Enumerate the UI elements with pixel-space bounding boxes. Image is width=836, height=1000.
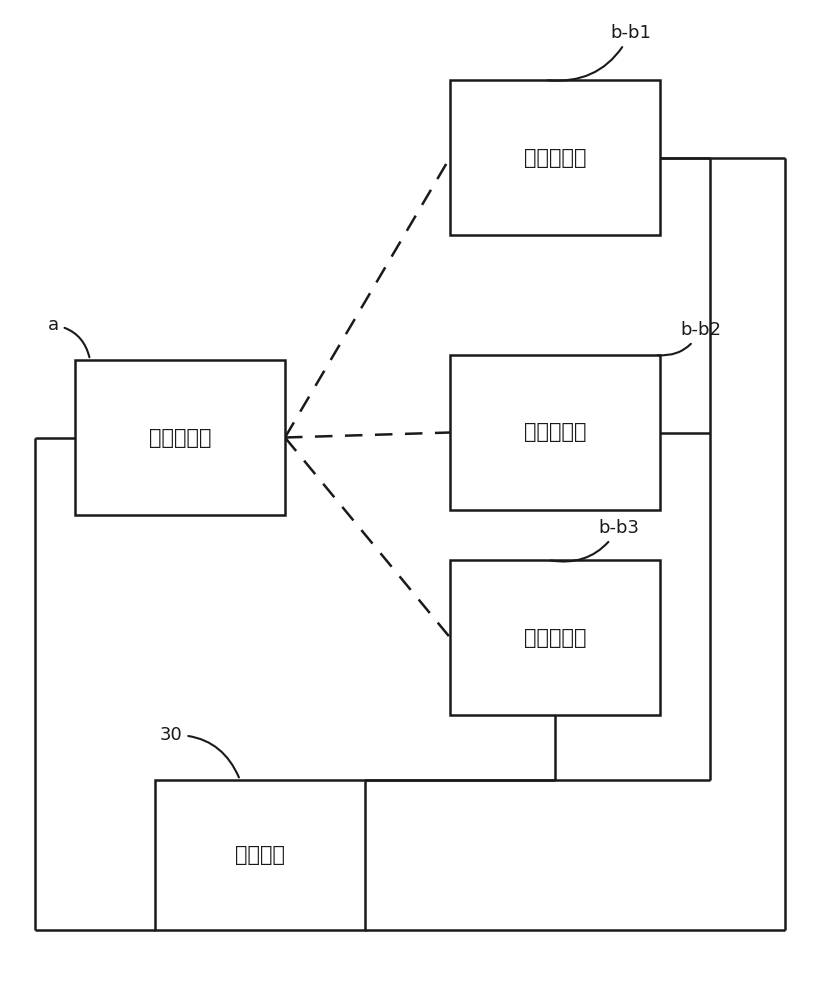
Text: 光接收部件: 光接收部件 [523,422,585,442]
Text: b-b3: b-b3 [550,519,638,562]
Text: 控制部件: 控制部件 [235,845,285,865]
Bar [450,560,660,715]
Bar [450,355,660,510]
Text: 光接收部件: 光接收部件 [523,147,585,167]
Bar [450,80,660,235]
Text: 光发射部件: 光发射部件 [149,428,211,448]
Text: a: a [48,316,89,357]
Text: 30: 30 [160,726,238,777]
Text: b-b1: b-b1 [547,24,650,81]
Text: 光接收部件: 光接收部件 [523,628,585,648]
Bar [155,780,364,930]
Bar [75,360,285,515]
Text: b-b2: b-b2 [657,321,720,355]
